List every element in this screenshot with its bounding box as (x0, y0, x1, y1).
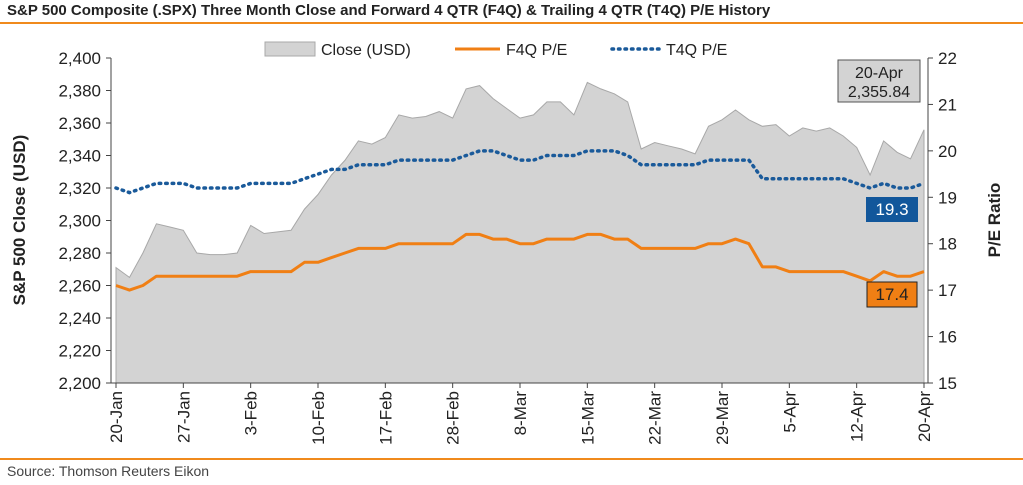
y2-tick-label: 20 (938, 142, 957, 161)
x-tick-label: 20-Apr (915, 391, 934, 442)
y-tick-label: 2,380 (58, 82, 101, 101)
date-callout-date: 20-Apr (855, 65, 904, 82)
y2-tick-label: 21 (938, 95, 957, 114)
x-tick-label: 15-Mar (578, 391, 597, 445)
x-tick-label: 20-Jan (107, 391, 126, 443)
x-tick-label: 10-Feb (309, 391, 328, 445)
t4q-last-callout: 19.3 (866, 197, 918, 222)
legend-label-t4q: T4Q P/E (666, 42, 727, 59)
legend: Close (USD) F4Q P/E T4Q P/E (264, 41, 727, 59)
f4q-last-callout: 17.4 (866, 281, 918, 308)
lines-layer (114, 149, 926, 292)
x-tick-label: 12-Apr (848, 391, 867, 442)
date-callout-value: 2,355.84 (848, 84, 910, 101)
t4q-last-value: 19.3 (875, 200, 908, 219)
x-tick-label: 3-Feb (242, 391, 261, 435)
y2-tick-label: 15 (938, 374, 957, 393)
f4q-last-value: 17.4 (875, 285, 908, 304)
y-tick-label: 2,400 (58, 49, 101, 68)
y-tick-label: 2,260 (58, 277, 101, 296)
bottom-rule (0, 458, 1023, 460)
f4q-pe-line (115, 232, 925, 292)
y-tick-label: 2,280 (58, 244, 101, 263)
legend-label-f4q: F4Q P/E (506, 42, 567, 59)
chart-title: S&P 500 Composite (.SPX) Three Month Clo… (7, 2, 771, 19)
y2-tick-label: 22 (938, 49, 957, 68)
x-tick-label: 22-Mar (646, 391, 665, 445)
date-callout-box (837, 59, 921, 103)
close-area-series (115, 81, 925, 384)
x-tick-label: 29-Mar (713, 391, 732, 445)
x-tick-label: 27-Jan (174, 391, 193, 443)
y-tick-label: 2,340 (58, 147, 101, 166)
y-tick-label: 2,220 (58, 342, 101, 361)
y2-tick-label: 17 (938, 281, 957, 300)
y2-tick-label: 16 (938, 328, 957, 347)
date-callout: 20-Apr 2,355.84 (837, 59, 921, 103)
legend-swatch-close (264, 41, 316, 57)
y-tick-label: 2,320 (58, 179, 101, 198)
x-tick-label: 8-Mar (511, 391, 530, 436)
t4q-pe-line (114, 149, 926, 195)
f4q-last-box (866, 281, 918, 308)
y-tick-label: 2,240 (58, 309, 101, 328)
y-tick-label: 2,360 (58, 114, 101, 133)
x-tick-label: 28-Feb (444, 391, 463, 445)
legend-label-close: Close (USD) (321, 42, 411, 59)
area-layer (115, 81, 925, 384)
x-tick-label: 5-Apr (780, 391, 799, 433)
axes-layer: 2,200 2,220 2,240 2,260 2,280 2,300 2,320 2,340… (58, 49, 956, 445)
y2-axis-title: P/E Ratio (985, 183, 1004, 258)
y-axis-title: S&P 500 Close (USD) (10, 135, 29, 306)
x-tick-label: 17-Feb (376, 391, 395, 445)
top-rule (0, 22, 1023, 24)
y-tick-label: 2,200 (58, 374, 101, 393)
t4q-last-box (866, 197, 918, 222)
y2-tick-label: 19 (938, 188, 957, 207)
source-note: Source: Thomson Reuters Eikon (7, 463, 210, 479)
y-tick-label: 2,300 (58, 212, 101, 231)
y2-tick-label: 18 (938, 235, 957, 254)
